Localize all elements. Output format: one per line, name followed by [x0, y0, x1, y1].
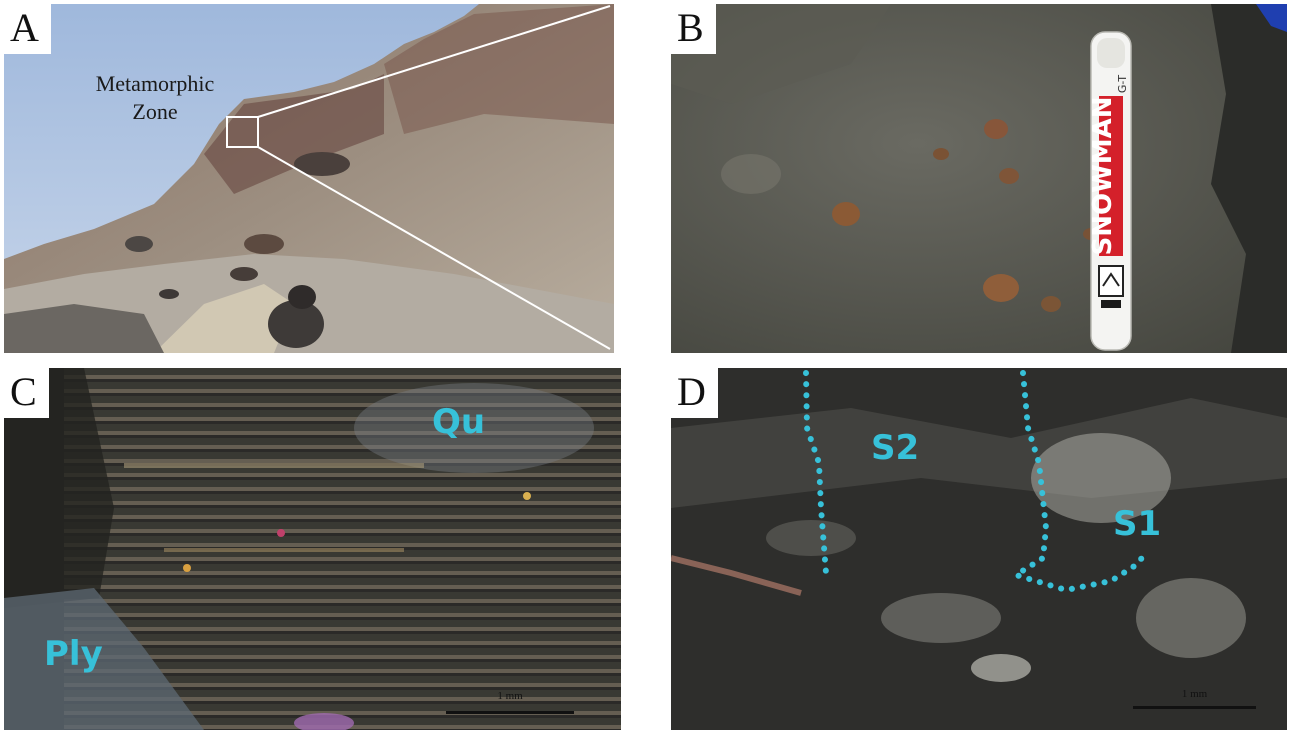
scale-bar-c: [446, 711, 574, 714]
panel-d-letter: D: [671, 368, 718, 418]
micrograph-d: [671, 368, 1287, 730]
panel-a-letter: A: [4, 4, 51, 54]
micrograph-c: [4, 368, 621, 730]
panel-a-field-photo: A Metamorphic Zone: [4, 4, 614, 353]
field-photo: [4, 4, 614, 353]
panel-c-thin-section: C Qu Ply 1 mm: [4, 368, 621, 730]
panel-b-hand-specimen: SNOWMAN G-T B: [671, 4, 1287, 353]
panel-b-letter: B: [671, 4, 716, 54]
panel-c-letter: C: [4, 368, 49, 418]
zone-label-line-2: Zone: [132, 99, 178, 124]
s1-foliation-label: S1: [1113, 504, 1162, 544]
foliation-trace-s1: [1008, 370, 1149, 594]
zone-label-line-1: Metamorphic: [95, 71, 215, 96]
pen-code-text: G-T: [1116, 75, 1129, 93]
s2-foliation-label: S2: [871, 428, 920, 468]
scale-bar-text-d: 1 mm: [1181, 688, 1208, 700]
marker-pen: [1090, 31, 1132, 351]
rock-photo: SNOWMAN G-T: [671, 4, 1287, 353]
scale-bar-text-c: 1 mm: [497, 690, 523, 702]
metamorphic-zone-label: Metamorphic Zone: [80, 70, 230, 126]
pen-brand-text: SNOWMAN: [1088, 96, 1118, 255]
scale-bar-d: [1133, 706, 1256, 709]
quartz-label: Qu: [432, 402, 486, 442]
panel-d-foliation-thin-section: D S2 S1 1 mm: [671, 368, 1287, 730]
plagioclase-label: Ply: [44, 634, 103, 674]
